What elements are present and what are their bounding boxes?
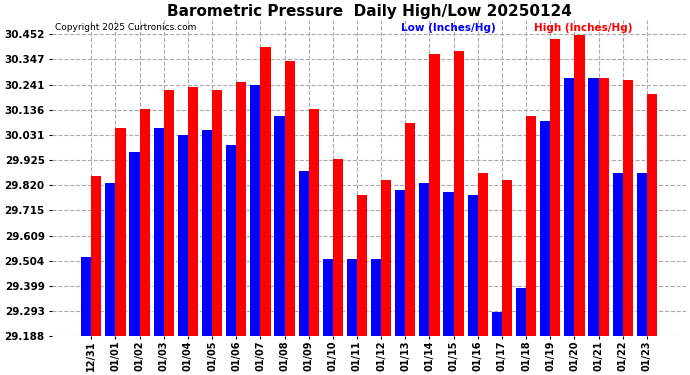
Bar: [540, 121, 550, 336]
Bar: [564, 78, 574, 336]
Bar: [477, 173, 488, 336]
Bar: [323, 259, 333, 336]
Bar: [429, 54, 440, 336]
Bar: [347, 259, 357, 336]
Bar: [444, 192, 453, 336]
Bar: [202, 130, 212, 336]
Bar: [139, 109, 150, 336]
Bar: [164, 90, 174, 336]
Bar: [395, 190, 405, 336]
Bar: [299, 171, 308, 336]
Bar: [598, 78, 609, 336]
Bar: [453, 51, 464, 336]
Bar: [178, 135, 188, 336]
Bar: [250, 85, 260, 336]
Bar: [371, 259, 381, 336]
Bar: [130, 152, 139, 336]
Bar: [502, 180, 512, 336]
Bar: [574, 34, 584, 336]
Bar: [91, 176, 101, 336]
Bar: [647, 94, 657, 336]
Bar: [516, 288, 526, 336]
Bar: [333, 159, 343, 336]
Bar: [284, 61, 295, 336]
Bar: [420, 183, 429, 336]
Text: High (Inches/Hg): High (Inches/Hg): [534, 24, 632, 33]
Bar: [275, 116, 284, 336]
Bar: [381, 180, 391, 336]
Bar: [212, 90, 222, 336]
Bar: [226, 144, 236, 336]
Bar: [188, 87, 198, 336]
Bar: [468, 195, 477, 336]
Bar: [106, 183, 115, 336]
Bar: [589, 78, 598, 336]
Text: Low (Inches/Hg): Low (Inches/Hg): [401, 24, 495, 33]
Bar: [637, 173, 647, 336]
Bar: [308, 109, 319, 336]
Bar: [154, 128, 164, 336]
Bar: [405, 123, 415, 336]
Bar: [357, 195, 367, 336]
Bar: [236, 82, 246, 336]
Bar: [550, 39, 560, 336]
Text: Copyright 2025 Curtronics.com: Copyright 2025 Curtronics.com: [55, 24, 197, 33]
Bar: [115, 128, 126, 336]
Bar: [81, 257, 91, 336]
Bar: [492, 312, 502, 336]
Bar: [260, 46, 270, 336]
Title: Barometric Pressure  Daily High/Low 20250124: Barometric Pressure Daily High/Low 20250…: [166, 4, 571, 19]
Bar: [623, 80, 633, 336]
Bar: [526, 116, 536, 336]
Bar: [613, 173, 623, 336]
